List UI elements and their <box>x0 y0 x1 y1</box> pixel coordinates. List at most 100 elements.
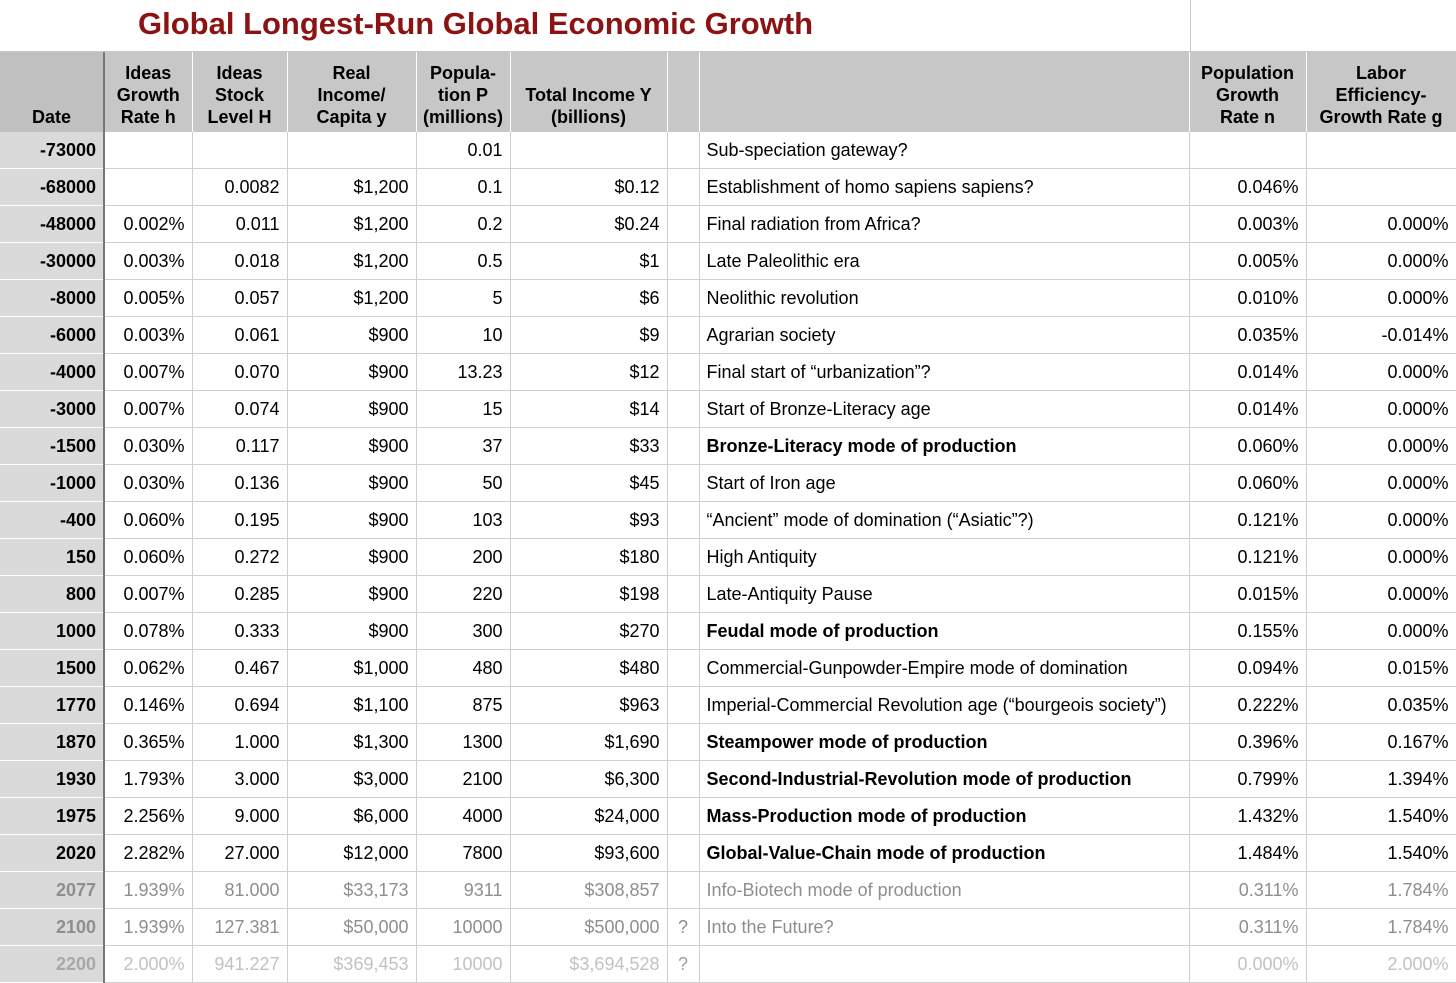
cell-ideas-growth[interactable]: 0.007% <box>104 390 193 428</box>
cell-real-income[interactable]: $1,100 <box>287 686 417 724</box>
cell-date[interactable]: -3000 <box>0 390 105 428</box>
cell-pop-growth[interactable]: 0.046% <box>1189 168 1307 206</box>
cell-marker[interactable] <box>667 723 700 761</box>
cell-ideas-stock[interactable]: 0.117 <box>192 427 288 465</box>
header-real-income[interactable]: Real Income/ Capita y <box>287 52 417 132</box>
cell-population[interactable]: 875 <box>416 686 511 724</box>
cell-population[interactable]: 200 <box>416 538 511 576</box>
cell-total-income[interactable]: $180 <box>510 538 668 576</box>
cell-date[interactable]: 2100 <box>0 908 105 946</box>
cell-description[interactable]: Imperial-Commercial Revolution age (“bou… <box>699 686 1190 724</box>
cell-labor-efficiency[interactable]: 0.000% <box>1306 390 1456 428</box>
cell-date[interactable]: 1000 <box>0 612 105 650</box>
cell-description[interactable]: Second-Industrial-Revolution mode of pro… <box>699 760 1190 798</box>
cell-marker[interactable] <box>667 649 700 687</box>
cell-pop-growth[interactable]: 0.005% <box>1189 242 1307 280</box>
cell-pop-growth[interactable]: 0.003% <box>1189 205 1307 243</box>
cell-description[interactable]: Feudal mode of production <box>699 612 1190 650</box>
cell-population[interactable]: 13.23 <box>416 353 511 391</box>
cell-population[interactable]: 37 <box>416 427 511 465</box>
cell-real-income[interactable]: $1,200 <box>287 168 417 206</box>
cell-total-income[interactable]: $6,300 <box>510 760 668 798</box>
cell-marker[interactable] <box>667 834 700 872</box>
cell-total-income[interactable]: $0.12 <box>510 168 668 206</box>
cell-ideas-growth[interactable] <box>104 132 193 169</box>
cell-real-income[interactable]: $1,200 <box>287 242 417 280</box>
cell-marker[interactable] <box>667 538 700 576</box>
cell-pop-growth[interactable]: 1.432% <box>1189 797 1307 835</box>
cell-total-income[interactable]: $93 <box>510 501 668 539</box>
cell-ideas-stock[interactable]: 1.000 <box>192 723 288 761</box>
cell-ideas-stock[interactable] <box>192 132 288 169</box>
cell-date[interactable]: 2077 <box>0 871 105 909</box>
cell-ideas-stock[interactable]: 0.272 <box>192 538 288 576</box>
cell-marker[interactable] <box>667 427 700 465</box>
cell-ideas-growth[interactable]: 0.003% <box>104 242 193 280</box>
cell-pop-growth[interactable]: 0.799% <box>1189 760 1307 798</box>
cell-population[interactable]: 0.5 <box>416 242 511 280</box>
cell-total-income[interactable]: $93,600 <box>510 834 668 872</box>
cell-total-income[interactable]: $963 <box>510 686 668 724</box>
cell-description[interactable]: Global-Value-Chain mode of production <box>699 834 1190 872</box>
cell-total-income[interactable]: $1 <box>510 242 668 280</box>
cell-ideas-stock[interactable]: 0.061 <box>192 316 288 354</box>
cell-real-income[interactable]: $900 <box>287 427 417 465</box>
cell-pop-growth[interactable]: 0.014% <box>1189 353 1307 391</box>
cell-marker[interactable] <box>667 575 700 613</box>
cell-ideas-stock[interactable]: 941.227 <box>192 945 288 983</box>
cell-ideas-stock[interactable]: 127.381 <box>192 908 288 946</box>
cell-real-income[interactable]: $900 <box>287 538 417 576</box>
cell-date[interactable]: -30000 <box>0 242 105 280</box>
cell-real-income[interactable] <box>287 132 417 169</box>
cell-population[interactable]: 480 <box>416 649 511 687</box>
header-population[interactable]: Popula- tion P (millions) <box>416 52 511 132</box>
header-description[interactable] <box>699 52 1190 132</box>
cell-ideas-stock[interactable]: 0.018 <box>192 242 288 280</box>
cell-population[interactable]: 2100 <box>416 760 511 798</box>
cell-labor-efficiency[interactable]: 0.000% <box>1306 427 1456 465</box>
cell-real-income[interactable]: $1,200 <box>287 205 417 243</box>
cell-date[interactable]: 2200 <box>0 945 105 983</box>
cell-labor-efficiency[interactable]: 1.540% <box>1306 797 1456 835</box>
cell-population[interactable]: 300 <box>416 612 511 650</box>
cell-ideas-growth[interactable]: 0.007% <box>104 353 193 391</box>
cell-date[interactable]: 1930 <box>0 760 105 798</box>
cell-date[interactable]: 150 <box>0 538 105 576</box>
cell-total-income[interactable]: $308,857 <box>510 871 668 909</box>
cell-ideas-growth[interactable]: 0.060% <box>104 538 193 576</box>
cell-marker[interactable] <box>667 242 700 280</box>
cell-population[interactable]: 10 <box>416 316 511 354</box>
cell-labor-efficiency[interactable]: 0.000% <box>1306 205 1456 243</box>
cell-total-income[interactable]: $9 <box>510 316 668 354</box>
cell-date[interactable]: 800 <box>0 575 105 613</box>
cell-total-income[interactable]: $270 <box>510 612 668 650</box>
cell-labor-efficiency[interactable]: 0.000% <box>1306 242 1456 280</box>
cell-real-income[interactable]: $900 <box>287 353 417 391</box>
cell-population[interactable]: 103 <box>416 501 511 539</box>
cell-date[interactable]: -6000 <box>0 316 105 354</box>
cell-total-income[interactable]: $45 <box>510 464 668 502</box>
cell-ideas-growth[interactable]: 0.365% <box>104 723 193 761</box>
cell-pop-growth[interactable]: 0.121% <box>1189 538 1307 576</box>
header-ideas-stock[interactable]: Ideas Stock Level H <box>192 52 288 132</box>
cell-pop-growth[interactable]: 0.121% <box>1189 501 1307 539</box>
cell-labor-efficiency[interactable]: 2.000% <box>1306 945 1456 983</box>
header-pop-growth[interactable]: Population Growth Rate n <box>1189 52 1307 132</box>
cell-labor-efficiency[interactable]: 0.000% <box>1306 501 1456 539</box>
cell-total-income[interactable]: $33 <box>510 427 668 465</box>
cell-ideas-growth[interactable]: 1.939% <box>104 908 193 946</box>
cell-ideas-growth[interactable]: 0.030% <box>104 464 193 502</box>
cell-labor-efficiency[interactable]: 0.015% <box>1306 649 1456 687</box>
cell-ideas-growth[interactable]: 0.146% <box>104 686 193 724</box>
cell-ideas-stock[interactable]: 0.694 <box>192 686 288 724</box>
cell-pop-growth[interactable]: 0.311% <box>1189 871 1307 909</box>
cell-ideas-growth[interactable]: 0.078% <box>104 612 193 650</box>
cell-population[interactable]: 0.01 <box>416 132 511 169</box>
cell-real-income[interactable]: $50,000 <box>287 908 417 946</box>
header-ideas-growth[interactable]: Ideas Growth Rate h <box>104 52 193 132</box>
cell-marker[interactable] <box>667 316 700 354</box>
cell-labor-efficiency[interactable]: 0.000% <box>1306 612 1456 650</box>
cell-description[interactable]: Start of Iron age <box>699 464 1190 502</box>
cell-population[interactable]: 7800 <box>416 834 511 872</box>
cell-marker[interactable] <box>667 612 700 650</box>
